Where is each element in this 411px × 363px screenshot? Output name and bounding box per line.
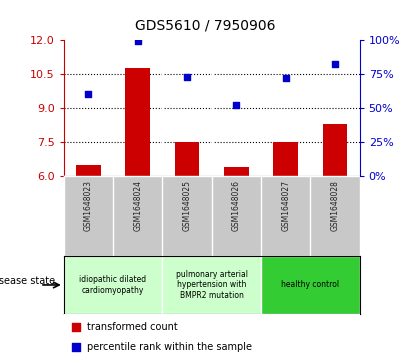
Text: percentile rank within the sample: percentile rank within the sample xyxy=(88,342,252,352)
Text: GSM1648024: GSM1648024 xyxy=(133,180,142,231)
Point xyxy=(184,74,190,79)
Point xyxy=(332,61,338,68)
Bar xyxy=(273,142,298,176)
Text: GDS5610 / 7950906: GDS5610 / 7950906 xyxy=(135,18,276,32)
Text: disease state: disease state xyxy=(0,276,55,286)
Bar xyxy=(224,167,249,176)
Point xyxy=(282,75,289,81)
Point xyxy=(85,91,92,97)
Bar xyxy=(64,256,162,314)
Bar xyxy=(76,165,101,176)
Point xyxy=(72,344,79,350)
Text: healthy control: healthy control xyxy=(281,281,339,289)
Text: idiopathic dilated
cardiomyopathy: idiopathic dilated cardiomyopathy xyxy=(79,275,147,295)
Text: GSM1648023: GSM1648023 xyxy=(84,180,93,231)
Bar xyxy=(162,256,261,314)
Text: GSM1648025: GSM1648025 xyxy=(182,180,192,231)
Bar xyxy=(175,142,199,176)
Text: GSM1648026: GSM1648026 xyxy=(232,180,241,231)
Point xyxy=(134,38,141,44)
Bar xyxy=(261,256,360,314)
Bar xyxy=(125,68,150,176)
Point xyxy=(72,324,79,330)
Text: GSM1648028: GSM1648028 xyxy=(330,180,339,231)
Bar xyxy=(323,124,347,176)
Text: pulmonary arterial
hypertension with
BMPR2 mutation: pulmonary arterial hypertension with BMP… xyxy=(175,270,248,300)
Text: transformed count: transformed count xyxy=(88,322,178,332)
Point xyxy=(233,102,240,108)
Text: GSM1648027: GSM1648027 xyxy=(281,180,290,231)
